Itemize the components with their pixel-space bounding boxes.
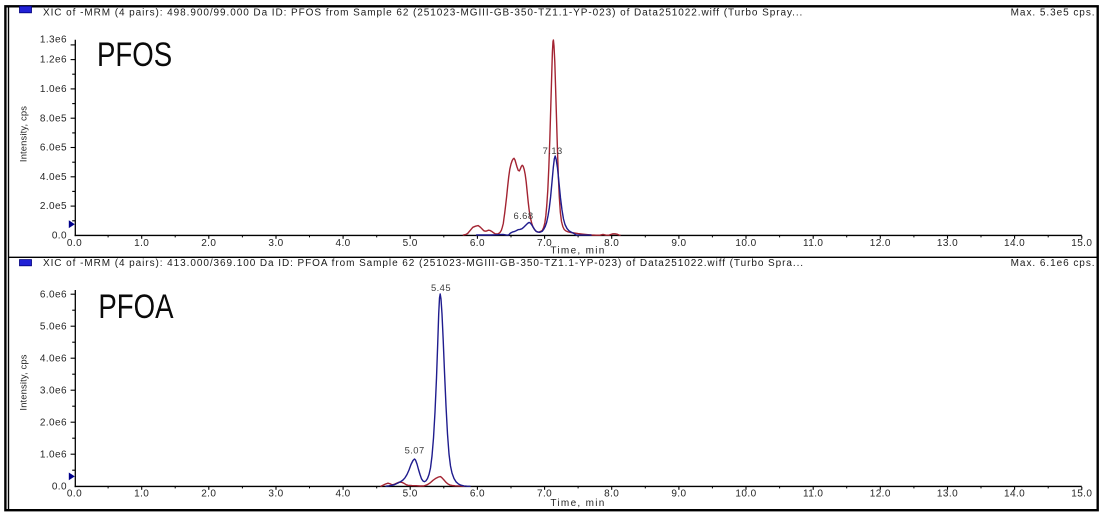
svg-text:1.0e6: 1.0e6: [40, 84, 67, 95]
svg-text:0.0: 0.0: [52, 231, 67, 242]
svg-text:3.0: 3.0: [268, 489, 283, 500]
svg-text:2.0e5: 2.0e5: [40, 201, 67, 212]
svg-text:11.0: 11.0: [803, 489, 823, 500]
svg-text:12.0: 12.0: [870, 489, 891, 500]
svg-text:14.0: 14.0: [1004, 238, 1025, 249]
svg-text:Intensity, cps: Intensity, cps: [17, 106, 28, 162]
svg-text:5.07: 5.07: [405, 445, 425, 456]
svg-text:1.3e6: 1.3e6: [40, 35, 67, 46]
svg-text:6.0e5: 6.0e5: [40, 143, 67, 154]
svg-text:9.0: 9.0: [671, 489, 686, 500]
svg-text:0.0: 0.0: [67, 489, 82, 500]
svg-text:1.0: 1.0: [134, 489, 149, 500]
svg-text:3.0: 3.0: [268, 238, 283, 249]
svg-text:Max. 6.1e6 cps.: Max. 6.1e6 cps.: [1011, 258, 1096, 269]
svg-text:5.0e6: 5.0e6: [40, 321, 67, 332]
svg-text:8.0e5: 8.0e5: [40, 113, 67, 124]
svg-text:10.0: 10.0: [735, 238, 756, 249]
svg-text:10.0: 10.0: [735, 489, 756, 500]
svg-text:Max. 5.3e5 cps.: Max. 5.3e5 cps.: [1011, 7, 1096, 18]
svg-text:7.0: 7.0: [537, 489, 552, 500]
svg-text:XIC of -MRM (4 pairs): 413.000: XIC of -MRM (4 pairs): 413.000/369.100 D…: [43, 258, 804, 269]
svg-text:13.0: 13.0: [937, 489, 958, 500]
svg-text:PFOS: PFOS: [97, 35, 172, 74]
svg-text:8.0: 8.0: [604, 489, 619, 500]
svg-text:7.13: 7.13: [543, 145, 563, 156]
svg-text:PFOA: PFOA: [98, 287, 173, 326]
svg-text:5.0: 5.0: [403, 238, 418, 249]
svg-text:4.0e6: 4.0e6: [40, 353, 67, 364]
svg-text:6.68: 6.68: [513, 210, 533, 221]
svg-text:6.0e6: 6.0e6: [40, 289, 67, 300]
svg-text:6.0: 6.0: [470, 489, 485, 500]
svg-text:7.0: 7.0: [537, 238, 552, 249]
svg-text:1.2e6: 1.2e6: [40, 55, 67, 66]
svg-text:4.0: 4.0: [336, 238, 351, 249]
svg-text:2.0: 2.0: [201, 489, 216, 500]
svg-text:4.0: 4.0: [336, 489, 351, 500]
svg-text:Intensity, cps: Intensity, cps: [17, 354, 28, 410]
svg-text:11.0: 11.0: [803, 238, 823, 249]
svg-text:2.0e6: 2.0e6: [40, 417, 67, 428]
svg-text:Time, min: Time, min: [550, 246, 605, 257]
svg-text:1.0e6: 1.0e6: [40, 449, 67, 460]
svg-text:4.0e5: 4.0e5: [40, 172, 67, 183]
svg-text:14.0: 14.0: [1004, 489, 1025, 500]
svg-text:5.45: 5.45: [431, 282, 451, 293]
svg-text:Time, min: Time, min: [550, 498, 605, 509]
svg-text:0.0: 0.0: [52, 481, 67, 492]
svg-text:8.0: 8.0: [604, 238, 619, 249]
svg-text:13.0: 13.0: [937, 238, 958, 249]
svg-text:12.0: 12.0: [870, 238, 891, 249]
svg-text:6.0: 6.0: [470, 238, 485, 249]
svg-text:2.0: 2.0: [201, 238, 216, 249]
svg-text:15.0: 15.0: [1071, 489, 1092, 500]
svg-text:9.0: 9.0: [671, 238, 686, 249]
svg-text:15.0: 15.0: [1071, 238, 1092, 249]
svg-text:0.0: 0.0: [67, 238, 82, 249]
svg-text:5.0: 5.0: [403, 489, 418, 500]
svg-text:1.0: 1.0: [134, 238, 149, 249]
svg-text:XIC of -MRM (4 pairs): 498.900: XIC of -MRM (4 pairs): 498.900/99.000 Da…: [43, 7, 803, 18]
svg-text:3.0e6: 3.0e6: [40, 385, 67, 396]
